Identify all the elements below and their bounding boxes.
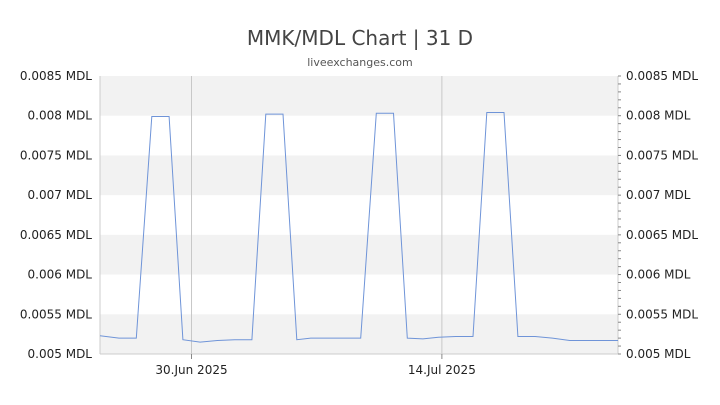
x-tick-label: 14.Jul 2025 [408,363,476,377]
y-tick-label-left: 0.0085 MDL [20,69,92,83]
y-tick-label-left: 0.007 MDL [28,188,93,202]
grid-band [100,234,618,275]
y-tick-label-left: 0.005 MDL [28,347,93,361]
y-tick-label-right: 0.007 MDL [626,188,691,202]
y-tick-label-left: 0.006 MDL [28,268,93,282]
chart-subtitle: liveexchanges.com [307,56,413,69]
series-line [99,112,618,343]
y-tick-label-right: 0.0055 MDL [626,307,698,321]
chart-title: MMK/MDL Chart | 31 D [246,26,474,50]
y-tick-label-right: 0.008 MDL [626,109,691,123]
x-tick-label: 30.Jun 2025 [155,363,227,377]
y-tick-label-right: 0.0085 MDL [626,69,698,83]
y-tick-label-left: 0.0075 MDL [20,148,92,162]
grid-band [100,314,618,354]
y-tick-label-right: 0.0075 MDL [626,148,698,162]
y-tick-label-right: 0.005 MDL [626,347,691,361]
grid-band [100,76,618,116]
grid-band [100,155,618,196]
y-tick-label-right: 0.0065 MDL [626,228,698,242]
y-tick-label-left: 0.0065 MDL [20,228,92,242]
y-tick-label-left: 0.0055 MDL [20,307,92,321]
y-tick-label-right: 0.006 MDL [626,268,691,282]
y-tick-label-left: 0.008 MDL [28,109,93,123]
